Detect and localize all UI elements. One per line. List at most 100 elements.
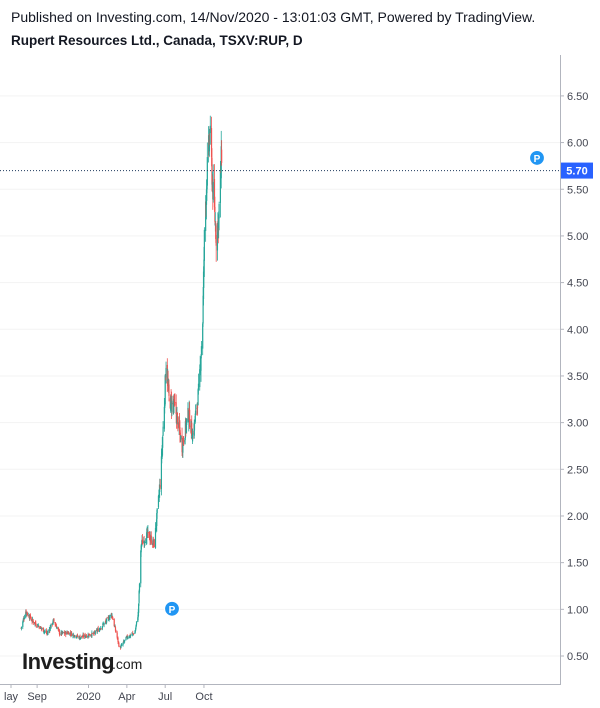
candle-body bbox=[147, 532, 149, 534]
candle-body bbox=[20, 626, 23, 629]
candle-body bbox=[186, 418, 188, 425]
candle-body bbox=[20, 627, 22, 629]
candle-body bbox=[130, 635, 132, 637]
candle-body bbox=[81, 635, 83, 637]
candle-body bbox=[55, 625, 58, 629]
candle-body bbox=[44, 631, 46, 632]
y-tick-label: 1.00 bbox=[567, 604, 588, 616]
y-tick-label: 3.50 bbox=[567, 371, 588, 383]
candle-body bbox=[116, 632, 118, 638]
candle-body bbox=[127, 637, 129, 639]
candle-body bbox=[216, 225, 219, 251]
candle-body bbox=[87, 636, 89, 638]
candle-body bbox=[214, 206, 216, 222]
candle-body bbox=[200, 346, 203, 356]
candle-body bbox=[125, 636, 127, 641]
candle-body bbox=[149, 539, 152, 541]
candle-body bbox=[74, 635, 76, 637]
candle-body bbox=[22, 621, 24, 627]
candle-body bbox=[206, 187, 208, 194]
candle-body bbox=[38, 626, 40, 629]
candle-body bbox=[137, 617, 139, 622]
candle-body bbox=[108, 616, 111, 620]
candle-body bbox=[143, 541, 146, 543]
candle-body bbox=[196, 403, 198, 410]
candle-body bbox=[28, 615, 30, 616]
candle-body bbox=[92, 632, 95, 634]
candle-body bbox=[82, 636, 84, 638]
candle-body bbox=[205, 189, 208, 205]
candle-body bbox=[99, 628, 101, 630]
candle-body bbox=[164, 375, 166, 405]
candle-body bbox=[106, 617, 108, 619]
candle-body bbox=[194, 423, 196, 425]
candle-body bbox=[75, 637, 77, 639]
candle-body bbox=[197, 406, 199, 408]
candle-body bbox=[138, 603, 140, 613]
y-tick-label: 2.50 bbox=[567, 464, 588, 476]
candle-body bbox=[73, 636, 75, 638]
candle-body bbox=[165, 377, 167, 380]
candle-body bbox=[96, 630, 98, 632]
candle-body bbox=[88, 633, 90, 636]
event-marker[interactable]: P bbox=[528, 149, 546, 167]
last-price-box bbox=[561, 162, 593, 179]
x-tick-label: Oct bbox=[195, 691, 212, 703]
candle-body bbox=[158, 490, 160, 498]
candle-body bbox=[209, 125, 211, 134]
candle-body bbox=[177, 417, 179, 429]
candle-body bbox=[66, 632, 69, 633]
candle-body bbox=[134, 630, 136, 633]
candle-body bbox=[156, 508, 158, 514]
candle-body bbox=[75, 635, 77, 638]
candle-body bbox=[167, 379, 169, 382]
candle-body bbox=[41, 628, 43, 630]
candle-body bbox=[76, 635, 79, 637]
candle-body bbox=[162, 426, 164, 436]
x-tick-label: Apr bbox=[118, 691, 135, 703]
candle-body bbox=[146, 532, 148, 544]
candle-body bbox=[37, 625, 39, 627]
candle-body bbox=[197, 389, 199, 406]
candle-body bbox=[170, 394, 172, 398]
candle-body bbox=[82, 634, 85, 638]
candle-body bbox=[180, 436, 182, 440]
candle-body bbox=[157, 495, 160, 508]
candle-body bbox=[22, 619, 24, 623]
candle-body bbox=[84, 634, 86, 638]
candle-body bbox=[57, 627, 59, 630]
candle-body bbox=[218, 203, 220, 219]
candle-body bbox=[40, 627, 42, 628]
published-caption: Published on Investing.com, 14/Nov/2020 … bbox=[11, 9, 536, 25]
candle-body bbox=[58, 630, 61, 635]
candle-body bbox=[138, 583, 141, 592]
candle-body bbox=[150, 535, 152, 544]
candle-body bbox=[194, 416, 196, 424]
candle-body bbox=[91, 633, 93, 634]
candle-body bbox=[25, 611, 27, 618]
candle-body bbox=[43, 631, 45, 633]
candle-body bbox=[189, 409, 191, 428]
candle-body bbox=[176, 414, 178, 425]
candle-body bbox=[45, 630, 47, 634]
candle-body bbox=[202, 271, 205, 299]
candle-body bbox=[32, 621, 34, 623]
event-marker[interactable]: P bbox=[163, 600, 181, 617]
candle-body bbox=[124, 639, 126, 641]
candle-body bbox=[65, 631, 67, 635]
candle-body bbox=[121, 645, 123, 646]
candle-body bbox=[218, 214, 220, 229]
candle-body bbox=[179, 427, 181, 434]
candle-body bbox=[79, 637, 82, 639]
candle-body bbox=[172, 402, 174, 405]
candle-body bbox=[113, 619, 115, 627]
candle-body bbox=[126, 635, 128, 638]
candle-body bbox=[36, 624, 39, 626]
candle-body bbox=[71, 632, 73, 636]
candle-body bbox=[156, 513, 158, 527]
candle-body bbox=[202, 295, 204, 324]
candle-body bbox=[98, 628, 101, 632]
candle-body bbox=[137, 611, 139, 618]
candle-body bbox=[125, 636, 128, 638]
